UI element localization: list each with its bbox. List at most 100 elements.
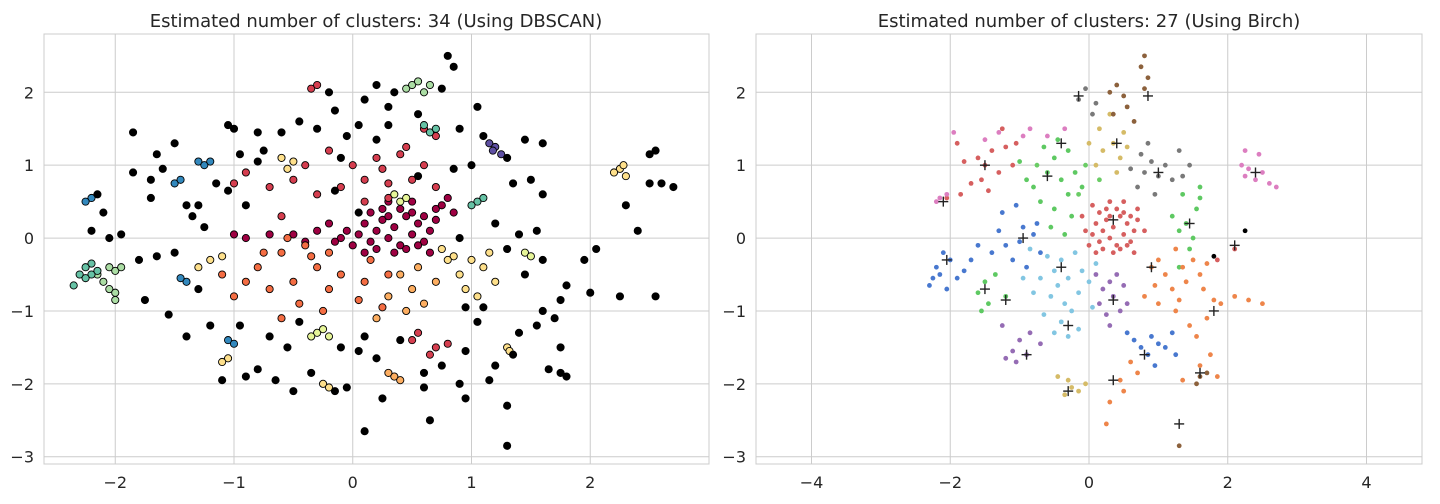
birch-data-point <box>1076 326 1081 332</box>
birch-data-point <box>1155 257 1161 263</box>
birch-data-point <box>1083 162 1088 168</box>
dbscan-data-point <box>437 361 446 370</box>
dbscan-data-point <box>360 95 369 104</box>
birch-y-tick-label: −2 <box>722 375 746 394</box>
dbscan-data-point <box>461 285 470 294</box>
dbscan-data-point <box>289 175 298 184</box>
birch-data-point <box>961 268 967 274</box>
dbscan-data-point <box>473 197 482 206</box>
dbscan-data-point <box>301 241 310 250</box>
dbscan-data-point <box>455 270 464 279</box>
dbscan-data-point <box>414 328 423 337</box>
birch-data-point <box>927 283 932 288</box>
birch-data-point <box>1027 330 1033 336</box>
birch-subcluster-center <box>1000 295 1011 306</box>
birch-data-point <box>989 148 995 154</box>
dbscan-data-point <box>319 325 328 334</box>
birch-subcluster-center <box>979 284 990 295</box>
dbscan-data-point <box>360 175 369 184</box>
dbscan-data-point <box>75 270 84 279</box>
dbscan-data-point <box>425 226 434 235</box>
birch-data-point <box>1211 253 1217 259</box>
dbscan-data-point <box>182 332 191 341</box>
birch-data-point <box>1114 170 1120 175</box>
birch-data-point <box>1017 239 1023 245</box>
birch-data-point <box>1107 235 1113 241</box>
dbscan-data-point <box>408 208 417 217</box>
dbscan-y-tick-label: 2 <box>24 83 34 102</box>
dbscan-data-point <box>218 376 227 385</box>
birch-subcluster-center <box>1208 305 1219 316</box>
dbscan-data-point <box>146 193 155 203</box>
birch-data-point <box>1062 126 1068 132</box>
birch-data-point <box>1239 162 1245 168</box>
birch-data-point <box>968 257 974 263</box>
birch-data-point <box>1107 323 1113 328</box>
birch-data-point <box>1142 228 1147 234</box>
birch-data-point <box>1256 151 1262 157</box>
dbscan-data-point <box>479 193 488 203</box>
dbscan-data-point <box>485 376 494 385</box>
birch-data-point <box>1117 308 1123 314</box>
dbscan-data-point <box>390 372 399 381</box>
birch-data-point <box>1003 355 1009 361</box>
birch-data-point <box>1044 133 1050 139</box>
birch-x-tick-labels: −4 −2 0 2 4 <box>800 473 1372 492</box>
birch-data-point <box>1246 166 1251 172</box>
birch-data-point <box>1135 184 1140 190</box>
dbscan-data-point <box>259 146 268 155</box>
dbscan-data-point <box>354 346 363 356</box>
dbscan-data-point <box>431 124 440 133</box>
dbscan-data-point <box>366 237 375 246</box>
dbscan-data-point <box>360 332 369 341</box>
birch-data-point <box>1093 221 1099 226</box>
dbscan-data-point <box>408 285 417 294</box>
dbscan-data-point <box>81 263 90 272</box>
dbscan-data-point <box>330 106 339 115</box>
dbscan-data-point <box>390 248 399 257</box>
birch-data-point <box>986 188 991 194</box>
birch-data-point <box>1107 111 1113 117</box>
dbscan-data-point <box>283 343 292 352</box>
dbscan-data-point <box>81 197 90 206</box>
dbscan-data-point <box>467 201 476 210</box>
birch-data-point <box>1107 89 1113 95</box>
birch-data-point <box>1266 181 1272 186</box>
dbscan-data-point <box>485 139 494 148</box>
dbscan-data-point <box>419 121 429 130</box>
dbscan-data-point <box>562 281 571 290</box>
birch-data-point <box>954 140 960 146</box>
birch-data-point <box>944 286 950 292</box>
dbscan-data-point <box>437 201 446 210</box>
birch-data-point <box>1142 53 1147 59</box>
birch-data-point <box>1169 286 1175 292</box>
birch-data-point <box>1034 221 1040 226</box>
birch-data-point <box>1003 144 1009 150</box>
birch-data-point <box>1093 100 1099 106</box>
birch-data-point <box>1062 301 1068 307</box>
dbscan-data-point <box>164 310 173 319</box>
dbscan-data-point <box>425 350 434 359</box>
birch-points <box>927 53 1279 449</box>
birch-data-point <box>1065 275 1071 281</box>
dbscan-data-point <box>550 314 559 323</box>
dbscan-data-point <box>645 179 654 188</box>
birch-data-point <box>1086 140 1092 146</box>
dbscan-data-point <box>431 277 440 286</box>
birch-data-point <box>1117 377 1123 383</box>
birch-data-point <box>1180 264 1186 270</box>
birch-data-point <box>1155 301 1161 307</box>
birch-data-point <box>937 272 943 277</box>
birch-y-tick-label: 0 <box>736 229 746 248</box>
birch-data-point <box>1180 377 1186 383</box>
dbscan-data-point <box>206 157 215 166</box>
birch-data-point <box>1152 283 1158 288</box>
dbscan-data-point <box>259 248 268 257</box>
dbscan-data-point <box>134 255 144 264</box>
birch-subcluster-center <box>1056 262 1067 273</box>
dbscan-y-tick-labels: −3 −2 −1 0 1 2 <box>10 83 34 466</box>
birch-data-point <box>982 279 988 285</box>
birch-data-point <box>1131 228 1137 234</box>
dbscan-data-point <box>170 179 179 188</box>
birch-data-point <box>1135 370 1140 376</box>
